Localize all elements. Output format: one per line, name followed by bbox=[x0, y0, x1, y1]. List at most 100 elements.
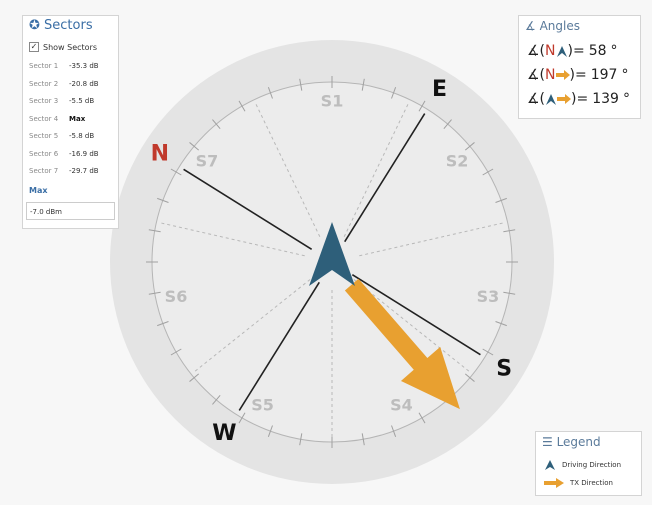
sector-divider bbox=[343, 103, 409, 237]
angle-close: )= bbox=[567, 43, 585, 59]
dial-tick bbox=[482, 168, 494, 176]
sector-row: Sector 4 Max bbox=[29, 115, 115, 123]
dial-tick bbox=[299, 78, 303, 91]
max-label: Max bbox=[29, 186, 48, 195]
sector-value: -16.9 dB bbox=[69, 149, 99, 158]
sector-label: S4 bbox=[390, 396, 413, 415]
sector-name: Sector 3 bbox=[29, 97, 59, 105]
icon-shape bbox=[556, 46, 567, 57]
sector-row: Sector 7 -29.7 dB bbox=[29, 167, 115, 175]
angle-open: ∡( bbox=[527, 67, 546, 83]
sector-row: Sector 2 -20.8 dB bbox=[29, 80, 115, 88]
sectors-title-text: Sectors bbox=[44, 18, 93, 33]
angle-close: )= bbox=[569, 67, 587, 83]
legend-title: ☰ Legend bbox=[542, 435, 601, 449]
sector-name: Sector 5 bbox=[29, 132, 59, 140]
sector-label: S5 bbox=[251, 396, 274, 415]
sector-value: -29.7 dB bbox=[69, 167, 99, 175]
angle-unit: ° bbox=[610, 43, 618, 59]
sector-divider bbox=[255, 103, 321, 237]
sector-label: S2 bbox=[446, 152, 469, 171]
cardinal-label: S bbox=[496, 357, 512, 382]
sector-name: Sector 4 bbox=[29, 114, 59, 123]
sector-name: Sector 1 bbox=[29, 62, 59, 70]
dial-tick bbox=[391, 87, 397, 99]
sector-value: -35.3 dB bbox=[69, 62, 99, 70]
driving-icon bbox=[545, 460, 555, 470]
angle-value: 197 bbox=[590, 67, 618, 83]
max-value-field[interactable]: -7.0 dBm bbox=[26, 202, 115, 220]
dial-tick bbox=[443, 119, 452, 130]
sector-row: Sector 3 -5.5 dB bbox=[29, 97, 115, 105]
angle-open: ∡( bbox=[527, 43, 546, 59]
angle-open: ∡( bbox=[527, 91, 546, 107]
dial-tick bbox=[361, 433, 365, 446]
sector-value: -5.5 dB bbox=[69, 97, 95, 105]
dial-tick bbox=[361, 78, 365, 91]
icon-shape bbox=[546, 94, 557, 105]
cardinal-line bbox=[351, 274, 481, 356]
cardinal-line bbox=[183, 168, 313, 250]
dial-tick bbox=[157, 197, 169, 203]
tx-icon bbox=[544, 478, 564, 488]
icon-shape bbox=[555, 70, 570, 80]
dial-tick bbox=[495, 321, 507, 327]
sector-divider bbox=[194, 279, 311, 373]
driving-icon bbox=[556, 46, 567, 57]
sector-name: Sector 6 bbox=[29, 149, 59, 158]
sector-value: -5.8 dB bbox=[69, 132, 95, 140]
show-sectors-checkbox[interactable]: ✓ Show Sectors bbox=[29, 42, 97, 52]
angle-close: )= bbox=[571, 91, 589, 107]
angle-from: N bbox=[545, 67, 556, 83]
legend-title-text: Legend bbox=[556, 435, 601, 449]
sector-label: S6 bbox=[165, 287, 188, 306]
checkbox-label[interactable]: Show Sectors bbox=[43, 42, 98, 52]
dial-tick bbox=[418, 100, 426, 112]
tx-icon bbox=[557, 94, 572, 104]
dial-tick bbox=[503, 291, 516, 295]
dial-tick bbox=[418, 412, 426, 424]
driving-icon bbox=[546, 94, 557, 105]
dial-tick bbox=[170, 168, 182, 176]
angle-row: ∡()= 139 ° bbox=[527, 91, 630, 107]
sector-row: Sector 5 -5.8 dB bbox=[29, 132, 115, 140]
dial-tick bbox=[464, 373, 475, 382]
sector-row: Sector 6 -16.9 dB bbox=[29, 150, 115, 158]
angle-from: N bbox=[545, 43, 556, 59]
angle-row: ∡(N )= 58 ° bbox=[527, 43, 618, 59]
dial-tick bbox=[170, 348, 182, 356]
sector-label: S7 bbox=[196, 152, 219, 171]
dial-tick bbox=[148, 291, 161, 295]
dial-tick bbox=[238, 100, 246, 112]
angle-value: 58 bbox=[588, 43, 607, 59]
dial-tick bbox=[391, 425, 397, 437]
dial-tick bbox=[267, 87, 273, 99]
dial-tick bbox=[464, 142, 475, 151]
sector-label: S1 bbox=[321, 92, 344, 111]
sector-divider bbox=[160, 222, 305, 257]
cardinal-label: W bbox=[212, 421, 236, 446]
dial-tick bbox=[299, 433, 303, 446]
sector-value: -20.8 dB bbox=[69, 79, 99, 88]
cardinal-line bbox=[344, 113, 426, 243]
sector-name: Sector 7 bbox=[29, 167, 59, 175]
sectors-panel: ✪ Sectors ✓ Show Sectors Sector 1 -35.3 dB… bbox=[22, 15, 119, 229]
legend-driving: Driving Direction bbox=[544, 460, 621, 470]
angles-title-text: Angles bbox=[539, 19, 580, 33]
sector-value: Max bbox=[69, 114, 86, 123]
dial-tick bbox=[189, 142, 200, 151]
dial-tick bbox=[238, 412, 246, 424]
sector-label: S3 bbox=[477, 287, 500, 306]
dial-tick bbox=[189, 373, 200, 382]
checkbox[interactable]: ✓ bbox=[29, 42, 39, 52]
cardinal-label: E bbox=[432, 77, 447, 102]
legend-tx-label: TX Direction bbox=[570, 479, 613, 487]
legend-tx: TX Direction bbox=[544, 478, 613, 488]
dial-tick bbox=[148, 229, 161, 233]
dial-tick bbox=[495, 197, 507, 203]
sector-divider bbox=[359, 222, 504, 257]
cardinal-line bbox=[238, 281, 320, 411]
angle-unit: ° bbox=[622, 91, 630, 107]
